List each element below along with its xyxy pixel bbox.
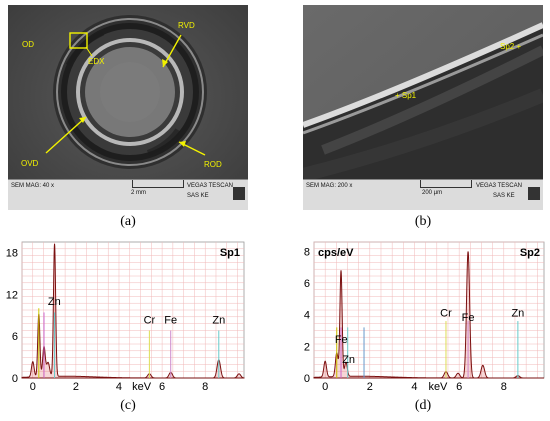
x-tick-label: 4 [116, 381, 122, 393]
lab-a: SAS KE [187, 193, 209, 199]
label-sp1: + Sp1 [395, 91, 417, 100]
element-label: Zn [48, 296, 61, 308]
scale-bar-a [132, 180, 184, 188]
y-tick-label: 0 [12, 373, 18, 385]
label-ovd: OVD [21, 159, 39, 168]
sem-info-bar-b: SEM MAG: 200 x 200 µm VEGA3 TESCAN SAS K… [303, 179, 543, 210]
logo-a [233, 187, 245, 200]
bright-ring [76, 38, 184, 146]
label-od: OD [22, 40, 34, 49]
element-label: Zn [342, 354, 355, 366]
caption-a: (a) [120, 214, 136, 229]
element-label: Cr [144, 315, 156, 327]
sem-info-bar-a: SEM MAG: 40 x 2 mm VEGA3 TESCAN SAS KE [8, 179, 248, 210]
y-tick-label: 12 [6, 289, 18, 301]
caption-b: (b) [414, 214, 432, 229]
sem-image-a: OD EDX RVD OVD ROD SEM MAG: 40 x 2 mm VE… [8, 5, 248, 210]
device-b: VEGA3 TESCAN [476, 183, 522, 189]
bright-edge [303, 22, 543, 128]
x-tick-label: 8 [202, 381, 208, 393]
y-tick-label: 2 [304, 341, 310, 353]
sem-image-b: + Sp1 Sp2 + SEM MAG: 200 x 200 µm VEGA3 … [303, 5, 543, 210]
element-label: Zn [511, 307, 524, 319]
ovd-arrow [45, 116, 87, 154]
scale-label-a: 2 mm [131, 190, 146, 196]
scale-label-b: 200 µm [422, 190, 443, 196]
element-label: Cr [440, 307, 452, 319]
label-edx: EDX [88, 57, 105, 66]
element-label: Fe [335, 334, 348, 346]
y-tick-label: 6 [304, 278, 310, 290]
x-tick-label: 4 [411, 381, 417, 393]
y-axis-label: cps/eV [318, 247, 354, 259]
element-label: Zn [212, 315, 225, 327]
spectrum-d: Cr Fe Zn Fe Zn 0 2 4 6 8 0 2 4 6 8 keV Sp2 cps/eV [292, 236, 550, 396]
logo-b [528, 187, 540, 200]
spectrum-plot-c: Zn Cr Fe Zn 0 2 4 6 8 0 6 12 18 keV Sp1 [6, 241, 245, 393]
spectrum-plot-d: Cr Fe Zn Fe Zn 0 2 4 6 8 0 2 4 6 8 keV Sp2 cps/eV [304, 241, 545, 393]
element-label: Fe [462, 312, 475, 324]
y-tick-label: 18 [6, 247, 18, 259]
x-tick-label: 8 [501, 381, 507, 393]
label-rvd: RVD [178, 21, 195, 30]
caption-c: (c) [120, 398, 136, 413]
y-tick-label: 6 [12, 331, 18, 343]
y-tick-label: 8 [304, 246, 310, 258]
sem-micrograph-b: + Sp1 Sp2 + [303, 5, 543, 210]
lab-b: SAS KE [493, 193, 515, 199]
sem-mag-b: SEM MAG: 200 x [306, 183, 353, 189]
caption-d: (d) [414, 398, 432, 413]
sem-micrograph-a: OD EDX RVD OVD ROD [8, 5, 248, 210]
x-tick-label: 2 [73, 381, 79, 393]
spectrum-title: Sp1 [220, 247, 240, 259]
element-label: Fe [164, 315, 177, 327]
edx-pointer [85, 46, 93, 57]
scale-bar-b [420, 180, 472, 188]
device-a: VEGA3 TESCAN [187, 183, 233, 189]
label-sp2: Sp2 + [500, 42, 521, 51]
edx-box [69, 32, 88, 49]
x-tick-label: 0 [322, 381, 328, 393]
x-tick-label: 2 [367, 381, 373, 393]
x-tick-label: 6 [456, 381, 462, 393]
x-tick-label: 0 [30, 381, 36, 393]
x-tick-label: 6 [159, 381, 165, 393]
x-axis-label: keV [428, 381, 448, 393]
spectrum-c: Zn Cr Fe Zn 0 2 4 6 8 0 6 12 18 keV Sp1 [0, 236, 250, 396]
sem-mag-a: SEM MAG: 40 x [11, 183, 55, 189]
spectrum-title: Sp2 [520, 247, 540, 259]
x-axis-label: keV [132, 381, 152, 393]
y-tick-label: 0 [304, 373, 310, 385]
label-rod: ROD [204, 160, 222, 169]
y-tick-label: 4 [304, 310, 310, 322]
